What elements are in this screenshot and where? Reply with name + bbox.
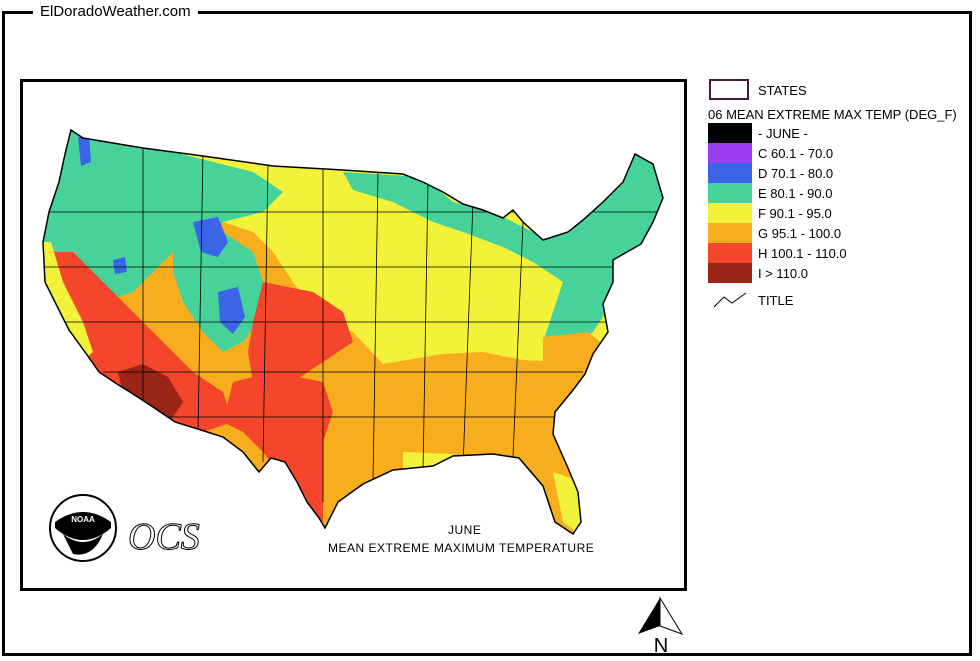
legend-class-row: - JUNE - (708, 123, 978, 143)
legend-class-row: C 60.1 - 70.0 (708, 143, 978, 163)
ocs-logo-text: OCS (128, 516, 200, 558)
north-arrow-icon: N (638, 596, 684, 656)
map-caption-title: MEAN EXTREME MAXIMUM TEMPERATURE (328, 541, 595, 555)
legend-class-label: C 60.1 - 70.0 (758, 146, 834, 161)
legend-class-label: H 100.1 - 110.0 (758, 246, 847, 261)
legend-color-swatch (708, 203, 752, 223)
legend-class-row: H 100.1 - 110.0 (708, 243, 978, 263)
legend-class-row: I > 110.0 (708, 263, 978, 283)
north-label: N (654, 635, 668, 656)
noaa-logo-text: NOAA (71, 515, 95, 524)
legend-class-label: - JUNE - (758, 126, 808, 141)
legend-class-row: G 95.1 - 100.0 (708, 223, 978, 243)
legend-color-swatch (708, 143, 752, 163)
legend-title-label: TITLE (758, 293, 794, 308)
legend-class-label: E 80.1 - 90.0 (758, 186, 833, 201)
legend-color-swatch (708, 243, 752, 263)
legend-states-label: STATES (758, 83, 807, 98)
site-title: ElDoradoWeather.com (33, 3, 198, 20)
noaa-logo-icon (49, 494, 117, 562)
legend-class-row: E 80.1 - 90.0 (708, 183, 978, 203)
legend-class-row: F 90.1 - 95.0 (708, 203, 978, 223)
temperature-map: NOAA OCS (42, 129, 664, 562)
legend-color-swatch (708, 223, 752, 243)
legend-color-swatch (708, 123, 752, 143)
legend-color-swatch (708, 263, 752, 283)
legend-class-label: I > 110.0 (758, 266, 808, 281)
legend-color-swatch (708, 163, 752, 183)
legend-class-label: D 70.1 - 80.0 (758, 166, 834, 181)
legend-class-label: F 90.1 - 95.0 (758, 206, 832, 221)
legend-color-swatch (708, 183, 752, 203)
map-panel: NOAA OCS JUNE MEAN EXTREME MAXIMUM TEMPE… (20, 79, 687, 591)
legend-heading: 06 MEAN EXTREME MAX TEMP (DEG_F) (708, 107, 957, 122)
legend-states-swatch (709, 79, 749, 100)
legend-class-label: G 95.1 - 100.0 (758, 226, 842, 241)
outer-frame (2, 11, 972, 656)
legend-class-row: D 70.1 - 80.0 (708, 163, 978, 183)
map-caption-month: JUNE (448, 523, 482, 537)
title-line-icon (713, 292, 747, 308)
